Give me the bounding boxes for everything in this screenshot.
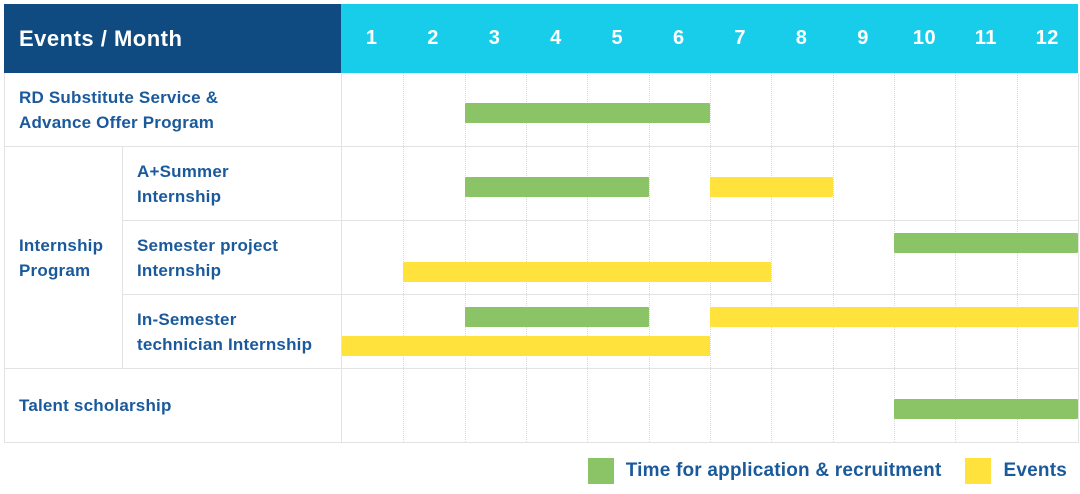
month-gridline	[464, 369, 466, 442]
month-gridline	[587, 295, 589, 368]
month-gridline	[710, 295, 711, 368]
month-header-8: 8	[795, 27, 808, 49]
events-month-header: Events / Month	[4, 4, 341, 73]
label-line: In-Semester	[137, 309, 237, 329]
month-gridline	[526, 295, 527, 368]
gantt-row-semester-project-internship	[342, 221, 1079, 295]
month-gridline	[771, 221, 773, 294]
month-header-1: 1	[365, 27, 378, 49]
month-header-9: 9	[857, 27, 869, 49]
month-gridline	[1016, 221, 1018, 294]
label-line: Talent scholarship	[19, 396, 172, 415]
gantt-bar-event	[710, 177, 833, 197]
month-gridline	[832, 73, 834, 146]
label-line: Internship	[137, 260, 222, 280]
month-gridline	[955, 221, 957, 294]
gantt-bar-application	[894, 233, 1078, 253]
month-gridline	[710, 73, 711, 146]
month-gridline	[771, 73, 773, 146]
month-gridline	[464, 295, 466, 368]
month-gridline	[894, 147, 895, 220]
label-line: Advance Offer Program	[19, 112, 215, 132]
month-gridline	[894, 295, 895, 368]
gantt-table: Events / Month 1 2 3 4 5 6 7 8 9 10 11 12 Internshi…	[4, 4, 1079, 443]
month-gridline	[894, 73, 895, 146]
legend-swatch-green	[587, 458, 614, 484]
label-line: RD Substitute Service &	[19, 87, 219, 107]
month-gridline	[955, 147, 957, 220]
month-gridline	[648, 147, 650, 220]
row-label-semester-project-internship: Semester project Internship	[123, 221, 342, 295]
month-gridline	[771, 369, 773, 442]
table-body: Internship Program RD Substitute Service &…	[4, 73, 1079, 443]
row-label-in-semester-technician-internship: In-Semester technician Internship	[123, 295, 342, 369]
month-header-strip: 1 2 3 4 5 6 7 8 9 10 11 12	[341, 4, 1078, 73]
month-gridline	[403, 221, 405, 294]
gantt-bar-event	[710, 307, 1078, 327]
legend-item-green: Time for application & recruitment	[587, 458, 942, 484]
gantt-row-a-plus-summer-internship	[342, 147, 1079, 221]
month-gridline	[403, 73, 405, 146]
gantt-row-rd-substitute-advance-offer	[342, 73, 1079, 147]
legend-item-yellow: Events	[965, 458, 1067, 484]
month-gridline	[587, 221, 589, 294]
month-gridline	[648, 221, 650, 294]
month-gridline	[1016, 295, 1018, 368]
gantt-bar-event	[403, 262, 772, 282]
month-gridline	[403, 295, 405, 368]
month-gridline	[648, 295, 650, 368]
month-gridline	[648, 369, 650, 442]
month-gridline	[403, 369, 405, 442]
gantt-row-in-semester-technician-internship	[342, 295, 1079, 369]
month-gridline	[1016, 73, 1018, 146]
month-gridline	[832, 147, 834, 220]
month-gridline	[587, 369, 589, 442]
label-line: Internship	[137, 186, 222, 206]
month-gridline	[710, 369, 711, 442]
month-gridline	[526, 221, 527, 294]
month-header-4: 4	[550, 27, 562, 49]
gantt-bar-application	[894, 399, 1078, 419]
month-header-3: 3	[488, 27, 501, 49]
month-gridline	[955, 295, 957, 368]
gantt-bar-application	[464, 307, 649, 327]
legend-label: Events	[1003, 460, 1067, 481]
month-header-6: 6	[672, 27, 685, 49]
table-header-row: Events / Month 1 2 3 4 5 6 7 8 9 10 11 12	[4, 4, 1078, 73]
month-gridline	[403, 147, 405, 220]
row-label-rd-substitute-advance-offer: RD Substitute Service & Advance Offer Pro…	[5, 73, 342, 147]
month-gridline	[894, 221, 895, 294]
group-label-internship-program: Internship Program	[5, 147, 123, 369]
row-label-talent-scholarship: Talent scholarship	[5, 369, 342, 443]
month-gridline	[832, 369, 834, 442]
month-header-5: 5	[611, 27, 624, 49]
month-header-11: 11	[974, 27, 997, 49]
month-gridline	[832, 221, 834, 294]
label-line: Program	[19, 260, 91, 280]
month-gridline	[832, 295, 834, 368]
legend: Time for application & recruitment Events	[587, 458, 1067, 484]
label-line: Internship	[19, 235, 104, 255]
month-header-7: 7	[734, 27, 747, 49]
label-line: technician Internship	[137, 334, 313, 354]
month-gridline	[955, 73, 957, 146]
month-gridline	[771, 295, 773, 368]
gantt-row-talent-scholarship	[342, 369, 1079, 443]
month-gridline	[526, 369, 527, 442]
gantt-bar-application	[464, 103, 710, 123]
label-line: A+Summer	[137, 161, 229, 181]
month-gridline	[1016, 147, 1018, 220]
month-header-2: 2	[427, 27, 439, 49]
legend-swatch-yellow	[965, 458, 992, 484]
gantt-bar-event	[342, 336, 710, 356]
row-label-a-plus-summer-internship: A+Summer Internship	[123, 147, 342, 221]
month-header-12: 12	[1035, 27, 1059, 49]
legend-label: Time for application & recruitment	[625, 460, 942, 481]
gantt-bar-application	[464, 177, 649, 197]
month-gridline	[464, 221, 466, 294]
month-header-10: 10	[912, 27, 937, 49]
month-gridline	[710, 221, 711, 294]
label-line: Semester project	[137, 235, 279, 255]
